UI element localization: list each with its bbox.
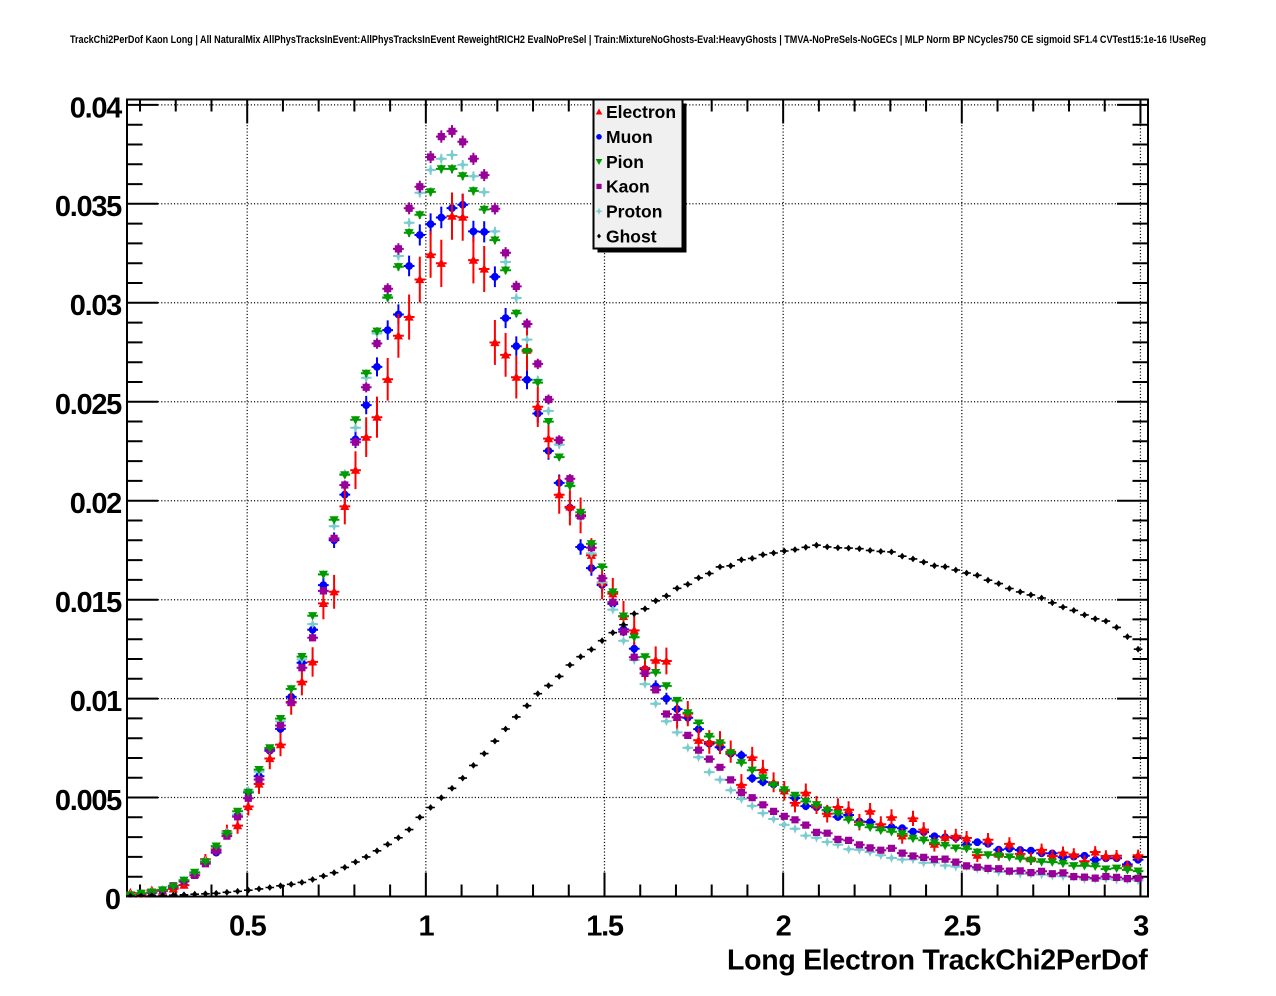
svg-text:Pion: Pion xyxy=(606,152,644,172)
svg-text:0.5: 0.5 xyxy=(229,911,267,943)
svg-text:0.025: 0.025 xyxy=(55,389,122,421)
svg-text:0: 0 xyxy=(105,884,121,916)
svg-text:1.5: 1.5 xyxy=(586,911,624,943)
svg-text:0.02: 0.02 xyxy=(70,488,121,520)
svg-text:1: 1 xyxy=(418,911,434,943)
svg-text:2: 2 xyxy=(776,911,791,943)
svg-text:0.015: 0.015 xyxy=(55,587,122,619)
svg-text:Long Electron TrackChi2PerDof: Long Electron TrackChi2PerDof xyxy=(727,945,1148,977)
svg-text:Ghost: Ghost xyxy=(606,226,657,246)
svg-text:Proton: Proton xyxy=(606,201,662,221)
svg-text:0.03: 0.03 xyxy=(70,290,122,322)
svg-text:TrackChi2PerDof Kaon Long | Al: TrackChi2PerDof Kaon Long | All NaturalM… xyxy=(70,34,1206,46)
svg-text:Electron: Electron xyxy=(606,102,676,122)
svg-text:Muon: Muon xyxy=(606,127,653,147)
svg-text:0.01: 0.01 xyxy=(70,686,122,718)
svg-text:0.035: 0.035 xyxy=(55,191,122,223)
svg-text:2.5: 2.5 xyxy=(944,911,982,943)
svg-text:3: 3 xyxy=(1133,911,1149,943)
svg-text:Kaon: Kaon xyxy=(606,177,650,197)
svg-text:0.005: 0.005 xyxy=(55,785,122,817)
svg-text:0.04: 0.04 xyxy=(70,92,122,124)
